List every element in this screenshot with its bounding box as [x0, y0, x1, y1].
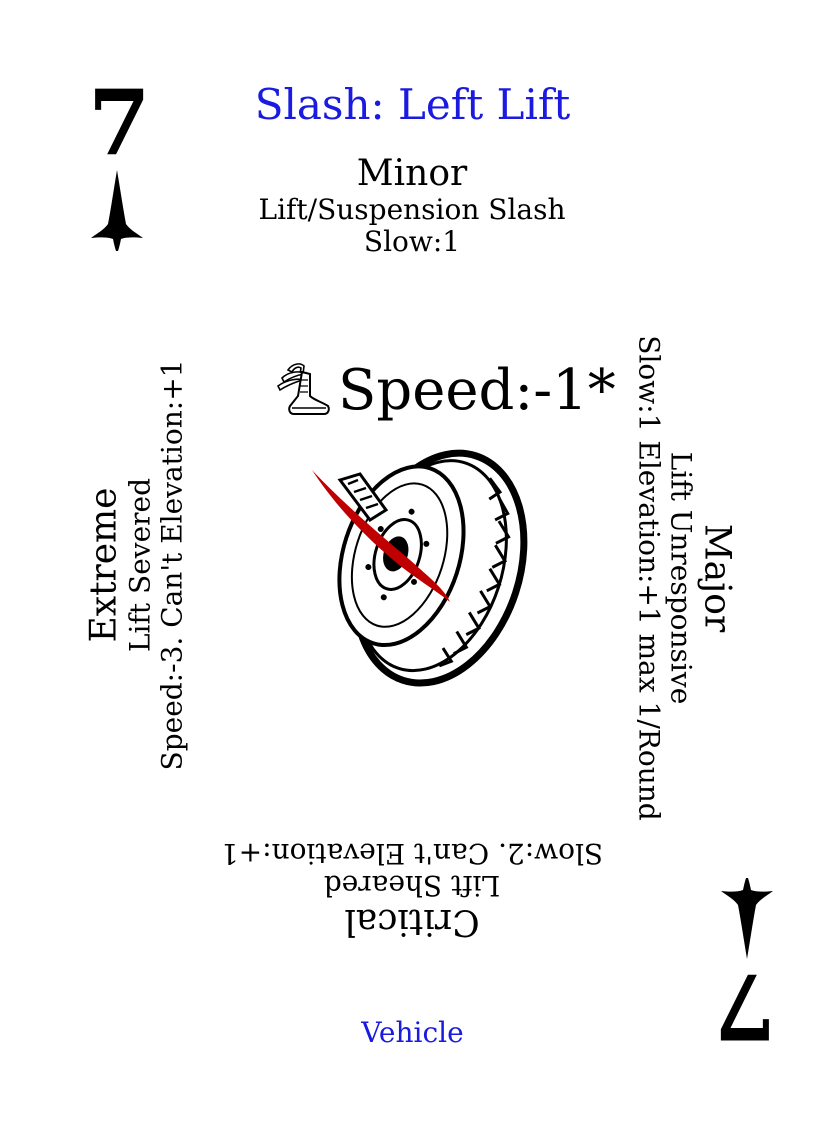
- extreme-line1: Lift Severed: [123, 477, 157, 653]
- extreme-label: Extreme: [83, 487, 125, 643]
- minor-line2: Slow:1: [363, 224, 461, 258]
- minor-label: Minor: [356, 153, 468, 194]
- major-line1: Lift Unresponsive: [664, 451, 698, 705]
- card-footer: Vehicle: [361, 1016, 464, 1049]
- extreme-block: Extreme Lift Severed Speed:-3. Can't Ele…: [80, 360, 192, 771]
- critical-label: Critical: [344, 901, 480, 943]
- minor-block: Minor Lift/Suspension Slash Slow:1: [162, 153, 662, 258]
- critical-block: Critical Lift Sheared Slow:2. Can't Elev…: [212, 837, 612, 958]
- major-line2: Slow:1 Elevation:+1 max 1/Round: [632, 335, 666, 821]
- winged-boot-icon: [276, 363, 330, 415]
- critical-line1: Lift Sheared: [323, 868, 501, 902]
- spade-blade-icon: [721, 878, 773, 959]
- speed-value: Speed:-1*: [338, 357, 616, 423]
- corner-bottom-right: 7: [665, 865, 825, 1125]
- tire-slash-icon: [312, 449, 528, 687]
- critical-line2: Slow:2. Can't Elevation:+1: [220, 837, 604, 871]
- rank-bottom-right: 7: [713, 953, 776, 1059]
- extreme-line2: Speed:-3. Can't Elevation:+1: [155, 359, 189, 771]
- major-label: Major: [696, 523, 738, 633]
- speed-row: Speed:-1*: [270, 350, 616, 430]
- spade-blade-icon: [91, 170, 143, 251]
- major-block: Major Lift Unresponsive Slow:1 Elevation…: [630, 332, 740, 824]
- card-title: Slash: Left Lift: [254, 80, 571, 129]
- rank-top-left: 7: [88, 70, 151, 176]
- minor-line1: Lift/Suspension Slash: [258, 193, 566, 227]
